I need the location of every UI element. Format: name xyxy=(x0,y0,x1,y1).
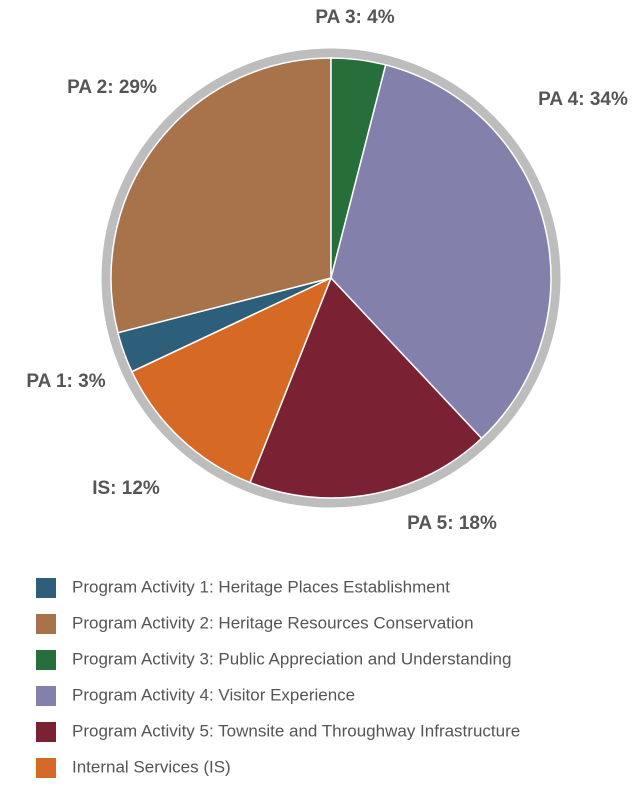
pie-slice xyxy=(330,63,552,440)
legend-label: Internal Services (IS) xyxy=(72,757,231,776)
pie-slice xyxy=(110,57,332,334)
data-label: PA 1: 3% xyxy=(26,371,105,392)
legend-label: Program Activity 4: Visitor Experience xyxy=(72,685,355,704)
data-label: PA 2: 29% xyxy=(67,77,157,98)
pie-ring xyxy=(101,48,561,508)
legend-swatch xyxy=(36,722,56,742)
legend-label: Program Activity 1: Heritage Places Esta… xyxy=(72,577,450,596)
data-label: PA 4: 34% xyxy=(538,89,628,110)
legend-swatch xyxy=(36,686,56,706)
data-label: PA 5: 18% xyxy=(407,513,497,534)
data-label: IS: 12% xyxy=(92,478,160,499)
legend-label: Program Activity 2: Heritage Resources C… xyxy=(72,613,474,632)
legend-swatch xyxy=(36,758,56,778)
legend-label: Program Activity 3: Public Appreciation … xyxy=(72,649,511,668)
pie-slice xyxy=(130,276,333,484)
legend-swatch xyxy=(36,578,56,598)
legend-label: Program Activity 5: Townsite and Through… xyxy=(72,721,520,740)
data-label: PA 3: 4% xyxy=(315,7,394,28)
legend-swatch xyxy=(36,614,56,634)
pie-slice xyxy=(249,276,483,499)
legend-swatch xyxy=(36,650,56,670)
